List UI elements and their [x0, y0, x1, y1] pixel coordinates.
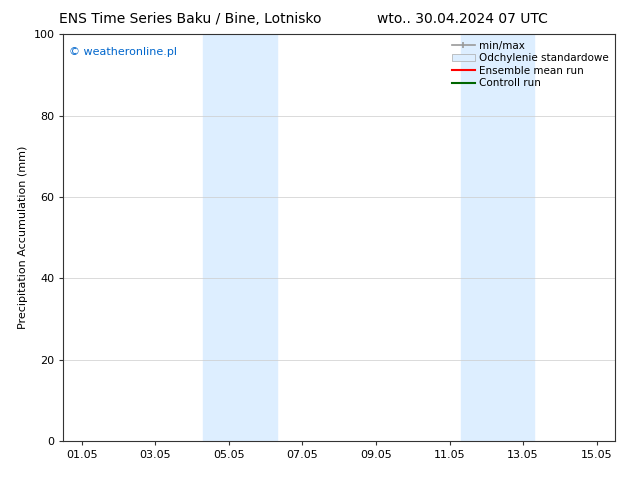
Text: ENS Time Series Baku / Bine, Lotnisko: ENS Time Series Baku / Bine, Lotnisko — [59, 12, 321, 26]
Y-axis label: Precipitation Accumulation (mm): Precipitation Accumulation (mm) — [18, 146, 28, 329]
Legend: min/max, Odchylenie standardowe, Ensemble mean run, Controll run: min/max, Odchylenie standardowe, Ensembl… — [449, 37, 612, 92]
Bar — [460, 34, 534, 441]
Text: wto.. 30.04.2024 07 UTC: wto.. 30.04.2024 07 UTC — [377, 12, 548, 26]
Text: © weatheronline.pl: © weatheronline.pl — [69, 47, 177, 56]
Bar — [203, 34, 276, 441]
